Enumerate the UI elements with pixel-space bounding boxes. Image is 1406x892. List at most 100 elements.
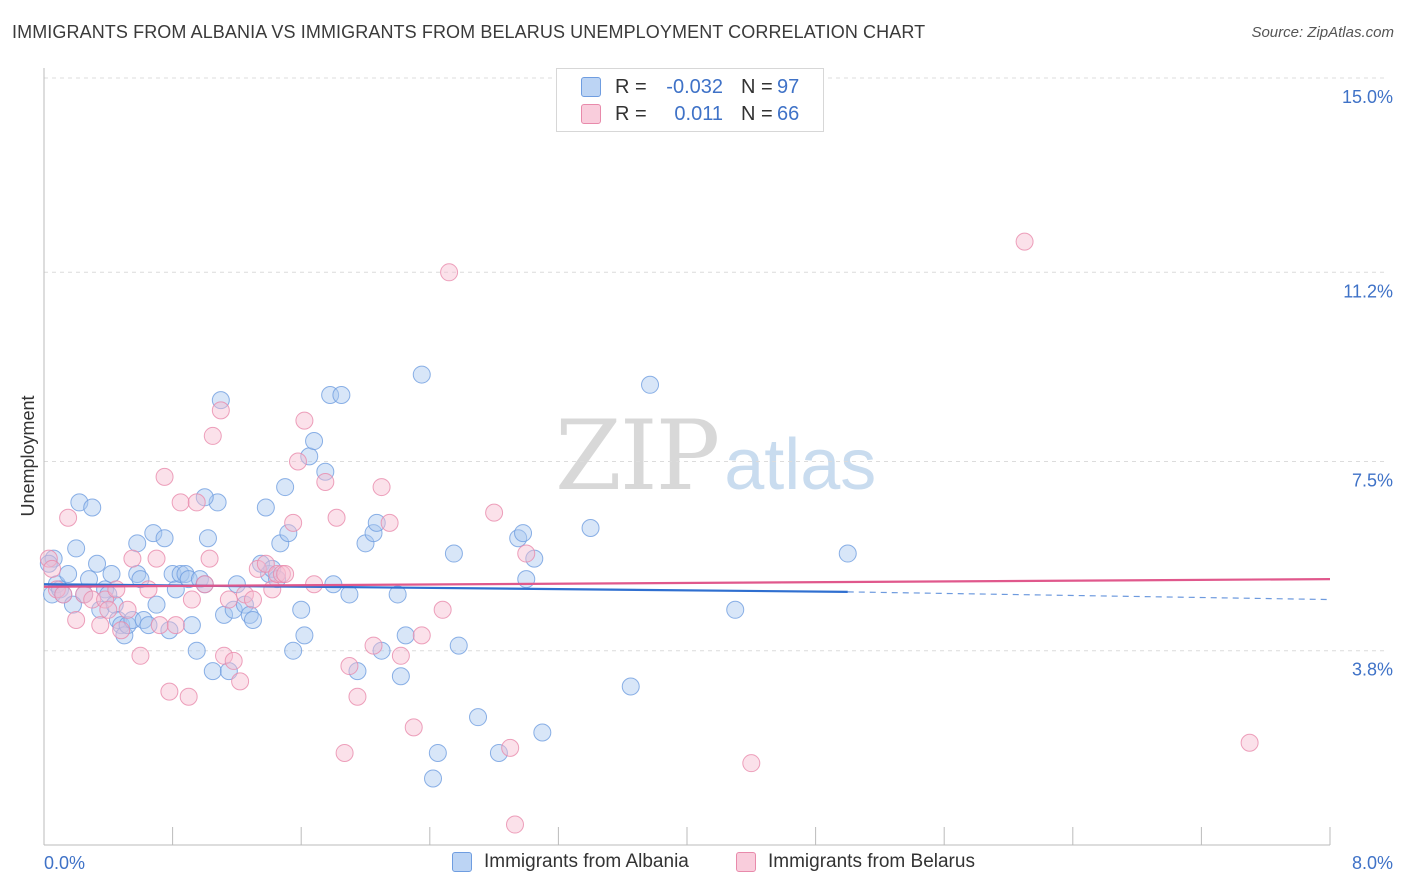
axis-labels: 3.8% 7.5% 11.2% 15.0% 0.0% 8.0% Unemployment	[18, 87, 1393, 873]
belarus-point	[182, 590, 201, 609]
albania-point	[276, 478, 295, 497]
albania-point	[396, 626, 415, 645]
belarus-point	[118, 600, 137, 619]
belarus-point	[263, 580, 282, 599]
legend-r-label: R =	[615, 75, 647, 98]
legend-r-value: 0.011	[674, 102, 723, 125]
belarus-point	[517, 544, 536, 563]
series-legend-belarus[interactable]: Immigrants from Belarus	[736, 851, 975, 873]
y-tick-label: 7.5%	[1352, 471, 1393, 491]
albania-point	[424, 769, 443, 788]
belarus-point	[91, 616, 110, 635]
albania-point	[112, 616, 131, 635]
belarus-point	[187, 493, 206, 512]
belarus-point	[412, 626, 431, 645]
belarus-point	[316, 472, 335, 491]
albania-point	[292, 600, 311, 619]
belarus-point	[224, 651, 243, 670]
albania-point	[256, 498, 275, 517]
belarus-point	[364, 636, 383, 655]
belarus-point	[348, 687, 367, 706]
albania-point	[489, 743, 508, 762]
belarus-point	[96, 590, 115, 609]
y-axis-title: Unemployment	[18, 395, 38, 516]
belarus-point	[67, 611, 86, 630]
albania-point	[364, 524, 383, 543]
legend-n-value: 97	[777, 75, 800, 98]
belarus-point	[485, 503, 504, 522]
belarus-point	[179, 687, 198, 706]
belarus-swatch	[581, 104, 601, 124]
belarus-point	[200, 549, 219, 568]
albania-point	[39, 554, 58, 573]
belarus-point	[501, 738, 520, 757]
albania-point	[198, 529, 217, 548]
belarus-point	[295, 411, 314, 430]
belarus-point	[391, 646, 410, 665]
belarus-point	[147, 549, 166, 568]
albania-point	[449, 636, 468, 655]
belarus-point	[256, 554, 275, 573]
series-legend: Immigrants from Albania Immigrants from …	[0, 851, 1406, 879]
albania-point	[102, 564, 121, 583]
belarus-point	[440, 263, 459, 282]
albania-point	[641, 375, 660, 394]
albania-point	[340, 585, 359, 604]
belarus-point	[139, 580, 158, 599]
belarus-point	[340, 657, 359, 676]
belarus-legend-swatch	[736, 852, 756, 872]
legend-r-label: R =	[615, 102, 647, 125]
y-tick-label: 3.8%	[1352, 660, 1393, 680]
albania-point	[284, 641, 303, 660]
albania-trend-extension	[847, 591, 1331, 601]
albania-point	[187, 641, 206, 660]
source-label: Source: ZipAtlas.com	[1251, 24, 1394, 41]
belarus-point	[203, 426, 222, 445]
belarus-point	[211, 401, 230, 420]
albania-point	[155, 529, 174, 548]
belarus-points	[39, 232, 1259, 834]
albania-point	[203, 662, 222, 681]
albania-point	[88, 554, 107, 573]
albania-point	[388, 585, 407, 604]
albania-point	[224, 600, 243, 619]
belarus-point	[171, 493, 190, 512]
albania-point	[295, 626, 314, 645]
belarus-point	[155, 467, 174, 486]
albania-point	[412, 365, 431, 384]
belarus-point	[284, 513, 303, 532]
y-tick-label: 15.0%	[1342, 87, 1393, 107]
albania-point	[147, 595, 166, 614]
belarus-point	[433, 600, 452, 619]
belarus-point	[243, 590, 262, 609]
albania-point	[67, 539, 86, 558]
albania-point	[190, 570, 209, 589]
axes	[43, 68, 1331, 846]
legend-n-label: N =	[741, 102, 773, 125]
albania-point	[428, 743, 447, 762]
belarus-point	[404, 718, 423, 737]
belarus-point	[372, 478, 391, 497]
albania-point	[332, 386, 351, 405]
belarus-point	[1015, 232, 1034, 251]
albania-point	[83, 498, 102, 517]
series-legend-albania[interactable]: Immigrants from Albania	[452, 851, 689, 873]
belarus-point	[99, 600, 118, 619]
belarus-point	[1240, 733, 1259, 752]
belarus-point	[54, 585, 73, 604]
trend-lines	[43, 578, 1331, 601]
albania-points	[39, 365, 857, 788]
albania-point	[444, 544, 463, 563]
belarus-point	[327, 508, 346, 527]
belarus-point	[39, 549, 58, 568]
legend-row-albania: R = -0.032 N = 97	[581, 74, 799, 100]
y-tick-label: 11.2%	[1343, 281, 1393, 301]
belarus-point	[83, 590, 102, 609]
belarus-point	[131, 646, 150, 665]
belarus-point	[43, 559, 62, 578]
albania-point	[367, 513, 386, 532]
albania-point	[211, 391, 230, 410]
albania-point	[144, 524, 163, 543]
albania-point	[838, 544, 857, 563]
